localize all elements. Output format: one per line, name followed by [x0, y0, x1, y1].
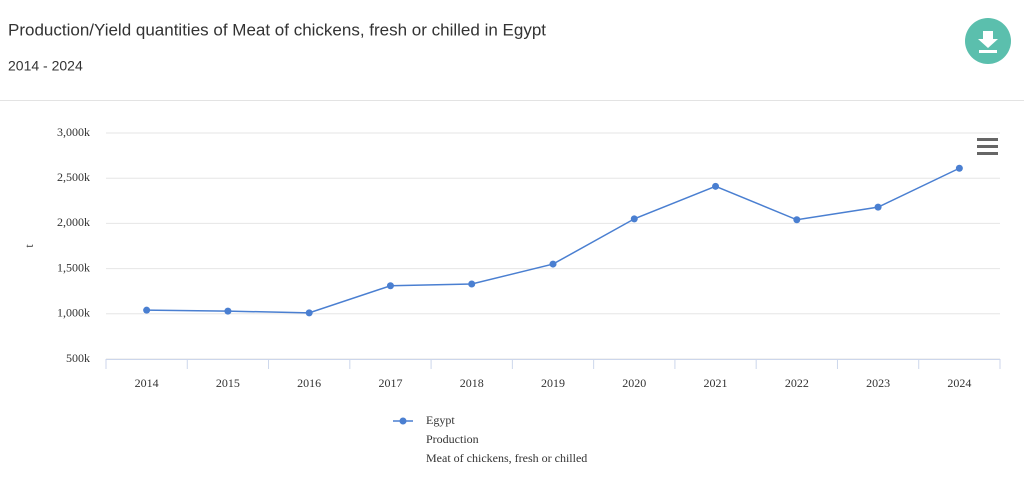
- y-tick-label: 1,500k: [57, 260, 90, 274]
- y-tick-label: 2,000k: [57, 215, 90, 229]
- download-button[interactable]: [965, 18, 1011, 64]
- data-point: [143, 306, 151, 314]
- y-tick-label: 500k: [66, 351, 90, 365]
- x-tick-label: 2018: [460, 376, 484, 390]
- x-tick-label: 2015: [216, 376, 240, 390]
- x-tick-label: 2024: [947, 376, 971, 390]
- legend-label: Production: [426, 432, 479, 446]
- series-line: [146, 167, 960, 314]
- menu-line: [977, 152, 998, 155]
- x-tick-label: 2017: [378, 376, 402, 390]
- data-point: [224, 307, 232, 315]
- x-tick-label: 2021: [704, 376, 728, 390]
- y-tick-label: 3,000k: [57, 125, 90, 139]
- x-tick-label: 2019: [541, 376, 565, 390]
- data-point: [874, 203, 882, 211]
- menu-line: [977, 138, 998, 141]
- chart-subtitle: 2014 - 2024: [8, 58, 83, 74]
- legend-label: Egypt: [426, 413, 455, 427]
- data-point: [386, 282, 394, 290]
- download-icon: [978, 31, 998, 48]
- data-point: [549, 260, 557, 268]
- data-point: [468, 280, 476, 288]
- x-tick-label: 2023: [866, 376, 890, 390]
- data-point: [305, 309, 313, 317]
- legend-item[interactable]: Egypt Production Meat of chickens, fresh o…: [393, 413, 587, 465]
- legend-label: Meat of chickens, fresh or chilled: [426, 451, 587, 465]
- y-tick-label: 1,000k: [57, 306, 90, 320]
- menu-button[interactable]: [977, 138, 998, 155]
- data-point: [712, 182, 720, 190]
- download-bar: [979, 50, 997, 53]
- x-tick-label: 2014: [135, 376, 159, 390]
- y-axis-label: t: [22, 244, 36, 248]
- legend-marker: [399, 417, 407, 425]
- data-point: [793, 216, 801, 224]
- data-point: [630, 215, 638, 223]
- x-tick-label: 2022: [785, 376, 809, 390]
- x-tick-label: 2016: [297, 376, 321, 390]
- menu-line: [977, 145, 998, 148]
- x-tick-label: 2020: [622, 376, 646, 390]
- chart-title: Production/Yield quantities of Meat of c…: [8, 20, 546, 39]
- data-point: [955, 164, 963, 172]
- y-tick-label: 2,500k: [57, 170, 90, 184]
